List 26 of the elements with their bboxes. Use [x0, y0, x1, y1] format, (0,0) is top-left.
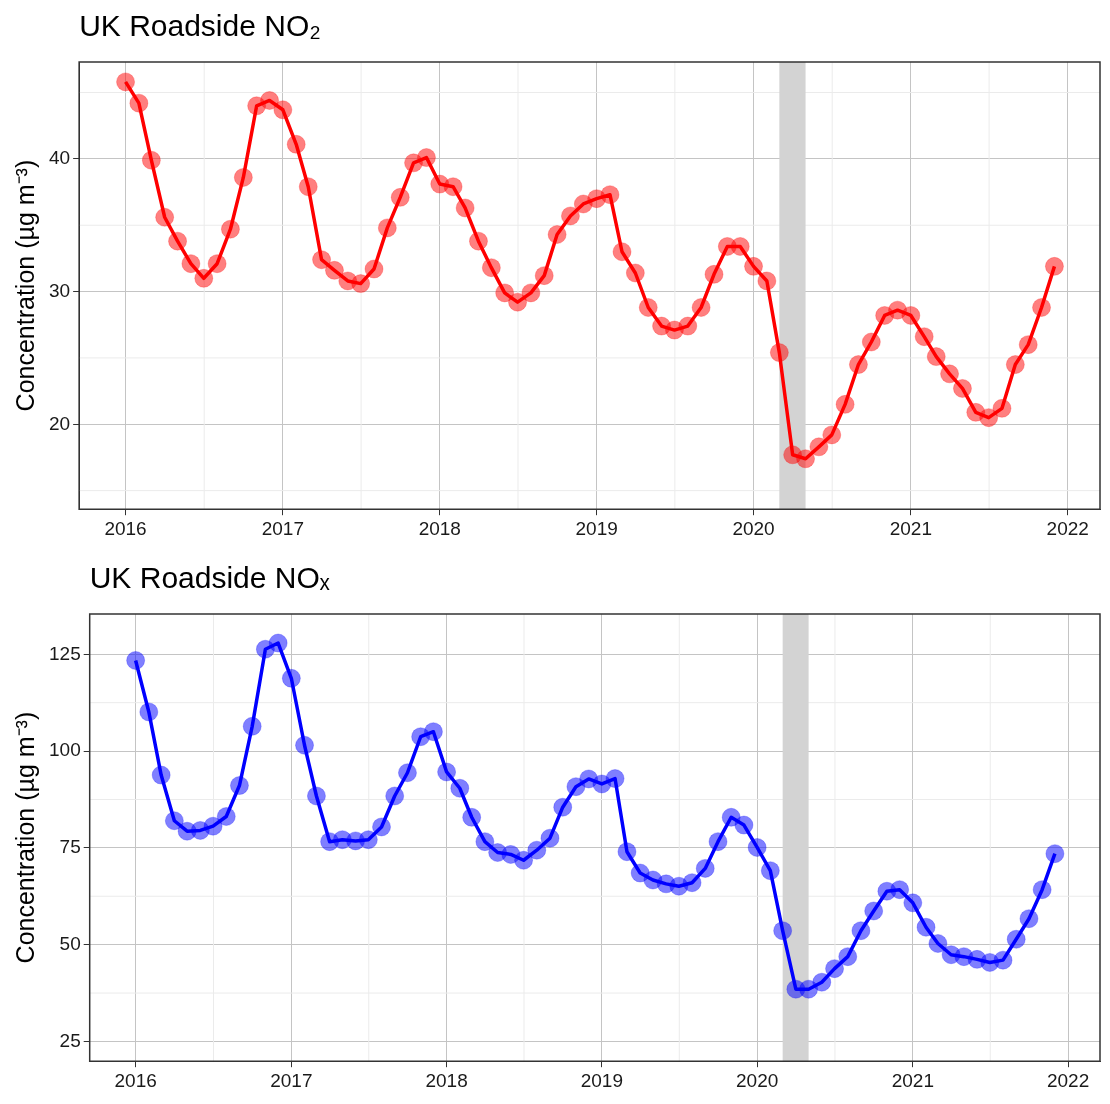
y-tick-label: 40 — [48, 147, 71, 169]
x-tick-label: 2022 — [1046, 1069, 1090, 1091]
x-tick-label: 2016 — [114, 1069, 157, 1091]
x-tick-label: 2022 — [1046, 517, 1089, 539]
x-tick-label: 2021 — [889, 517, 933, 539]
x-tick-label: 2020 — [732, 517, 775, 539]
x-tick-label: 2018 — [425, 1069, 468, 1091]
chart-title: UK Roadside NOₓ — [89, 561, 330, 594]
x-tick-label: 2017 — [270, 1069, 313, 1091]
y-axis-title: Concentration (µg m⁻³) — [10, 711, 39, 964]
x-tick-label: 2019 — [575, 517, 618, 539]
x-tick-label: 2018 — [418, 517, 461, 539]
x-tick-label: 2021 — [891, 1069, 934, 1091]
y-tick-label: 20 — [48, 412, 71, 434]
x-tick-label: 2020 — [736, 1069, 779, 1091]
chart-title: UK Roadside NO₂ — [79, 9, 321, 42]
y-tick-label: 100 — [49, 739, 81, 761]
x-tick-label: 2019 — [580, 1069, 624, 1091]
y-tick-label: 50 — [59, 932, 81, 954]
y-tick-label: 125 — [49, 642, 81, 664]
y-tick-label: 30 — [48, 279, 71, 301]
y-tick-label: 25 — [59, 1029, 81, 1051]
y-axis-title: Concentration (µg m⁻³) — [10, 159, 39, 412]
x-tick-label: 2016 — [104, 517, 147, 539]
y-tick-label: 75 — [59, 836, 81, 858]
x-tick-label: 2017 — [261, 517, 305, 539]
